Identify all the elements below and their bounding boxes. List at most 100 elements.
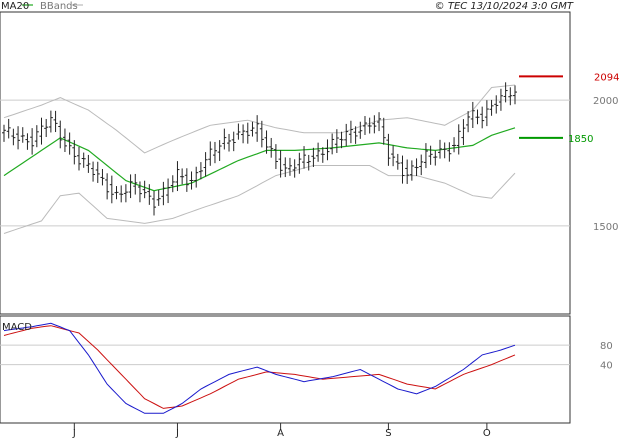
- price-bar: [39, 117, 44, 145]
- price-bar: [452, 137, 457, 153]
- price-bar: [212, 141, 217, 164]
- ma20-line: [3, 127, 516, 192]
- price-bar: [236, 123, 241, 140]
- price-bar: [114, 186, 119, 200]
- price-bar: [513, 85, 517, 105]
- price-bar: [508, 87, 513, 106]
- price-bar: [2, 124, 6, 142]
- price-bar: [250, 121, 255, 137]
- price-bar: [62, 128, 67, 153]
- macd-signal-series: [3, 325, 516, 409]
- price-bar: [137, 181, 142, 203]
- price-bar: [456, 124, 461, 155]
- price-bar: [405, 159, 410, 184]
- price-bar: [217, 140, 222, 161]
- price-bar: [433, 150, 438, 166]
- price-bar: [180, 168, 185, 185]
- price-bar: [109, 175, 114, 204]
- macd-title: MACD: [2, 322, 32, 333]
- price-bar: [208, 141, 213, 166]
- price-bar: [105, 173, 110, 200]
- price-bar: [348, 120, 353, 144]
- price-bar: [480, 106, 485, 129]
- price-bar: [128, 174, 133, 199]
- price-bar: [175, 161, 180, 192]
- price-bar: [86, 154, 91, 173]
- macd-lines: [3, 322, 516, 414]
- price-bar: [311, 147, 316, 168]
- price-bar: [503, 82, 508, 103]
- price-bar: [362, 116, 367, 135]
- resistance-level-label: 2094: [594, 72, 619, 83]
- price-bar: [498, 88, 503, 111]
- price-bar: [302, 146, 307, 169]
- month-label: A: [277, 428, 284, 439]
- price-bar: [292, 159, 297, 178]
- price-bar: [367, 117, 372, 134]
- price-bar: [161, 181, 166, 206]
- price-bar: [386, 133, 391, 166]
- price-bar: [377, 112, 382, 132]
- price-bar: [184, 168, 189, 192]
- price-levels: 2094 1850: [519, 72, 619, 145]
- price-bar: [255, 115, 260, 142]
- macd-tick-label: 40: [600, 361, 613, 372]
- price-bar: [203, 152, 208, 177]
- ma20-series: [3, 127, 516, 192]
- price-bar: [414, 158, 419, 177]
- price-bar: [442, 142, 447, 159]
- price-bar: [273, 144, 278, 170]
- month-label: O: [483, 428, 491, 439]
- price-bar: [53, 110, 58, 133]
- price-bar: [156, 190, 161, 206]
- price-bar: [330, 133, 335, 155]
- price-tick-label: 1500: [593, 222, 618, 233]
- price-bar: [227, 133, 232, 152]
- price-bar: [6, 118, 11, 139]
- price-bar: [58, 120, 63, 149]
- bbands-legend-label: BBands: [40, 1, 78, 12]
- price-bar: [297, 152, 302, 174]
- price-bar: [325, 139, 330, 161]
- price-bar: [447, 142, 452, 162]
- price-bar: [170, 175, 175, 193]
- price-bar: [381, 117, 386, 145]
- price-bar: [494, 95, 499, 114]
- price-bar: [320, 147, 325, 163]
- price-bar: [278, 150, 283, 178]
- price-bar: [372, 115, 377, 134]
- macd-panel: [0, 315, 571, 424]
- price-bar: [48, 110, 53, 133]
- price-bar: [30, 128, 35, 155]
- price-bar: [400, 155, 405, 184]
- price-bar: [95, 161, 100, 183]
- price-bars: [2, 82, 517, 216]
- price-bar: [34, 125, 39, 148]
- price-bar: [428, 145, 433, 165]
- price-tick-label: 2000: [593, 96, 618, 107]
- price-bar: [20, 127, 25, 143]
- price-bar: [100, 168, 105, 186]
- bband-upper: [3, 84, 516, 154]
- price-bar: [437, 139, 442, 159]
- bband-lower: [3, 165, 516, 234]
- price-bar: [245, 122, 250, 144]
- price-bar: [358, 121, 363, 139]
- price-bar: [44, 118, 49, 138]
- price-bar: [152, 190, 157, 216]
- price-bar: [241, 124, 246, 144]
- price-bar: [391, 145, 396, 167]
- price-bar: [67, 132, 72, 155]
- axis-labels: 2000 1500 80 40 J J A S O: [72, 96, 619, 439]
- copyright-label: © TEC 13/10/2024 3:0 GMT: [435, 1, 574, 12]
- price-bar: [470, 101, 475, 128]
- price-bar: [119, 185, 124, 203]
- price-bar: [344, 123, 349, 147]
- price-bar: [409, 160, 414, 181]
- month-label: J: [72, 428, 76, 439]
- price-bar: [133, 173, 138, 195]
- price-panel: [0, 11, 571, 315]
- price-bar: [395, 153, 400, 170]
- price-bar: [222, 128, 227, 150]
